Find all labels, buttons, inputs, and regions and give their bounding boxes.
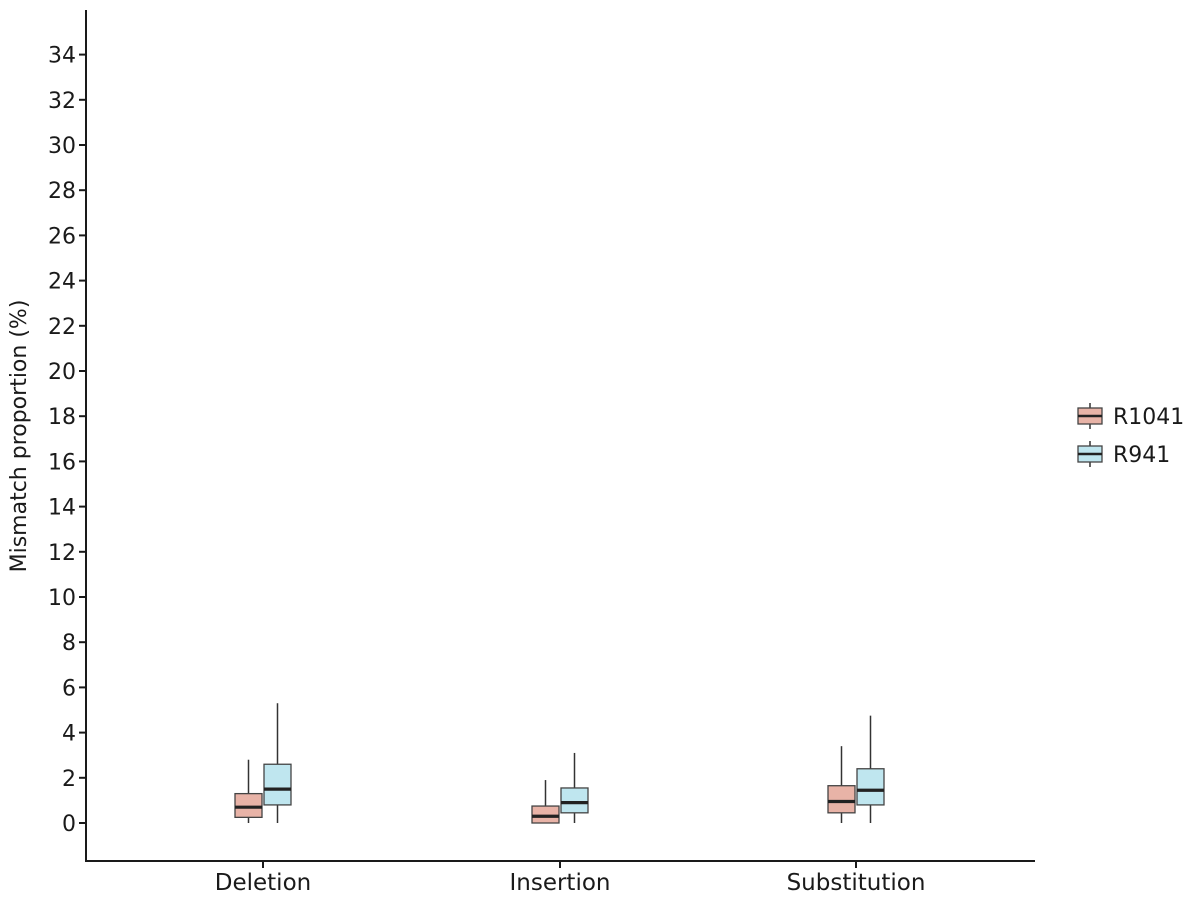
x-ticks: Deletion Insertion Substitution [215, 861, 926, 896]
y-tick-label: 18 [48, 405, 76, 430]
legend-item-r1041: R1041 [1077, 403, 1184, 430]
legend-label: R941 [1113, 443, 1170, 468]
box-iqr [263, 763, 292, 806]
box-r1041-deletion [234, 759, 263, 823]
legend-label: R1041 [1113, 405, 1184, 430]
box-r941-insertion [560, 752, 589, 823]
y-tick-label: 26 [48, 224, 76, 249]
x-tick-label-deletion: Deletion [215, 870, 311, 896]
y-tick-label: 30 [48, 134, 76, 159]
y-tick-label: 16 [48, 450, 76, 475]
y-tick-label: 8 [62, 631, 76, 656]
y-tick-label: 20 [48, 360, 76, 385]
x-tick-label-insertion: Insertion [509, 870, 610, 896]
y-tick-label: 10 [48, 586, 76, 611]
y-tick-label: 28 [48, 179, 76, 204]
box-r941-substitution [856, 715, 885, 823]
box-iqr [560, 787, 589, 814]
y-tick-label: 24 [48, 270, 76, 295]
legend-item-r941: R941 [1077, 441, 1170, 468]
box-iqr [531, 805, 560, 824]
y-tick-label: 0 [62, 812, 76, 837]
legend: R1041 R941 [1077, 403, 1184, 468]
box-iqr [234, 792, 263, 818]
y-tick-label: 32 [48, 89, 76, 114]
box-r941-deletion [263, 703, 292, 823]
y-tick-label: 4 [62, 722, 76, 747]
box-iqr [856, 768, 885, 806]
y-tick-label: 22 [48, 315, 76, 340]
y-tick-label: 14 [48, 496, 76, 521]
box-r1041-substitution [827, 746, 856, 823]
y-tick-label: 12 [48, 541, 76, 566]
plot-area [234, 703, 885, 824]
box-r1041-insertion [531, 780, 560, 824]
y-tick-label: 6 [62, 676, 76, 701]
x-tick-label-substitution: Substitution [787, 870, 926, 896]
y-tick-label: 2 [62, 767, 76, 792]
y-axis-title: Mismatch proportion (%) [7, 300, 32, 573]
y-tick-label: 34 [48, 44, 76, 69]
box-iqr [827, 785, 856, 814]
